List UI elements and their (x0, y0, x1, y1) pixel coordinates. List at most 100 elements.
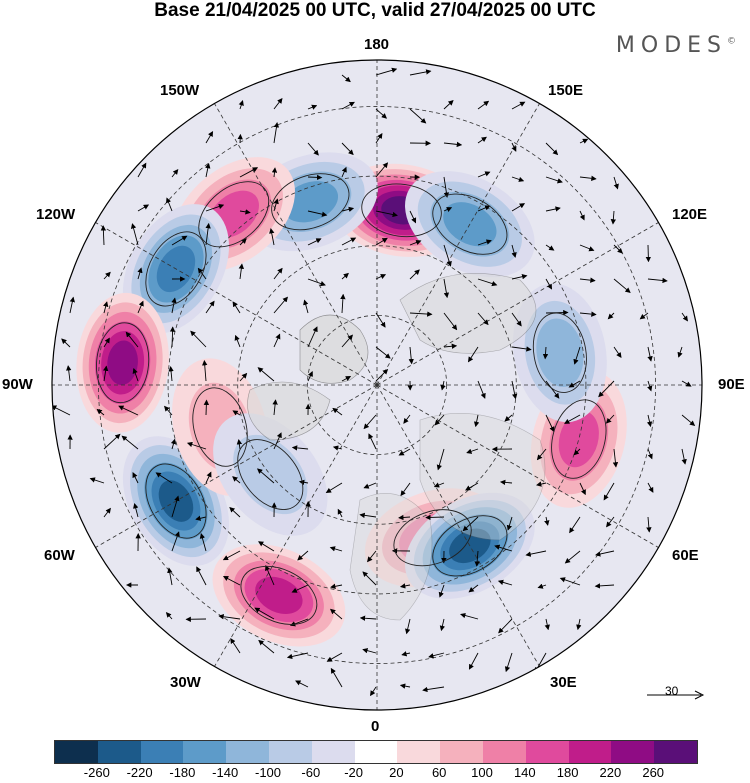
wind-arrow (137, 204, 150, 212)
wind-arrow (606, 516, 615, 528)
wind-arrow (525, 550, 547, 557)
wind-arrow (576, 618, 582, 631)
wind-arrow (468, 584, 479, 593)
colorbar-tick-label: -220 (126, 765, 153, 780)
wind-arrow (536, 448, 547, 461)
wind-arrow (498, 618, 513, 634)
colorbar-swatch (354, 741, 398, 763)
wind-arrow (466, 448, 479, 454)
wind-arrow (579, 244, 595, 252)
wind-arrow (579, 138, 589, 144)
wind-arrow (171, 531, 180, 552)
wind-arrow (169, 326, 176, 348)
wind-arrow (477, 312, 489, 326)
wind-arrow (409, 269, 420, 280)
wind-arrow (205, 131, 214, 144)
contour-line (432, 515, 508, 577)
wind-arrow (170, 438, 177, 450)
wind-arrow (205, 203, 225, 212)
wind-arrow (239, 209, 251, 215)
wind-arrow (545, 206, 561, 212)
colorbar-swatch (183, 741, 227, 763)
wind-arrow (545, 414, 555, 433)
lon-label-120w: 120W (36, 206, 76, 223)
wind-arrow (545, 278, 553, 290)
wind-arrow (462, 516, 479, 532)
wind-arrow (511, 101, 526, 110)
wind-arrow (205, 222, 211, 246)
wind-arrow (258, 639, 275, 654)
colorbar-tick-label: 220 (599, 765, 622, 780)
wind-arrow (474, 550, 480, 567)
wind-arrow (375, 67, 398, 76)
wind-arrow (229, 506, 241, 518)
wind-arrow (605, 414, 615, 424)
wind-arrow (340, 293, 346, 314)
wind-arrow (409, 69, 432, 76)
brand-name: MODES (615, 33, 727, 58)
wind-arrow (595, 550, 615, 557)
anomaly-band (536, 318, 584, 388)
wind-arrow (132, 367, 139, 382)
wind-arrow (66, 365, 72, 382)
wind-arrow (511, 346, 532, 352)
wind-arrow (477, 278, 498, 287)
colorbar-ticks: -260 -220 -180 -140 -100 -60 -20 20 60 100 140 180 2… (54, 765, 704, 783)
reference-vector-arrow (647, 690, 705, 700)
wind-arrow (647, 448, 653, 460)
wind-arrow (291, 584, 309, 593)
wind-arrow (330, 667, 343, 688)
lon-label-120e: 120E (672, 206, 708, 223)
wind-arrow (477, 380, 486, 399)
colorbar-swatch (525, 741, 569, 763)
wind-arrow (341, 74, 351, 83)
lon-label-150w: 150W (160, 82, 200, 99)
wind-arrow (265, 565, 275, 586)
wind-arrow (363, 414, 377, 430)
wind-arrow (195, 515, 207, 521)
wind-arrow (375, 210, 398, 218)
wind-arrow (273, 296, 289, 314)
wind-arrow (171, 235, 188, 246)
wind-arrow (545, 176, 563, 184)
wind-arrow (269, 228, 275, 246)
wind-arrow (190, 330, 207, 348)
wind-arrow (130, 223, 139, 246)
wind-arrow (239, 372, 248, 382)
wind-arrow (155, 472, 173, 484)
wind-arrow (433, 482, 445, 488)
wind-arrow (436, 448, 445, 471)
wind-arrow (232, 476, 241, 484)
wind-arrow (171, 495, 180, 518)
wind-arrow (271, 167, 278, 178)
meridian-line (376, 384, 659, 548)
wind-arrow (341, 166, 347, 178)
wind-arrow (399, 683, 411, 689)
wind-arrow (443, 207, 453, 212)
wind-arrow (511, 244, 517, 258)
wind-arrow (329, 608, 343, 620)
wind-arrow (234, 334, 241, 348)
meridian-line (376, 103, 540, 386)
brand-mark: © (727, 36, 736, 47)
wind-arrow (477, 171, 491, 178)
wind-arrow (506, 516, 513, 531)
latitude-circle (98, 106, 656, 664)
wind-arrow (272, 399, 278, 416)
wind-arrow (103, 337, 110, 348)
map-boundary (51, 59, 703, 711)
wind-arrow (133, 502, 139, 518)
colorbar-tick-label: 20 (389, 765, 404, 780)
wind-arrow (171, 169, 179, 178)
wind-arrow (564, 550, 581, 564)
wind-arrow (196, 566, 207, 586)
colorbar-swatch (97, 741, 141, 763)
wind-arrow (545, 142, 559, 156)
wind-arrow (398, 448, 411, 456)
wind-arrow (69, 296, 75, 314)
wind-arrow (468, 652, 479, 670)
wind-arrow (646, 414, 653, 428)
wind-arrow (205, 300, 215, 314)
anomaly-band (233, 434, 308, 515)
latitude-circle (167, 175, 587, 595)
